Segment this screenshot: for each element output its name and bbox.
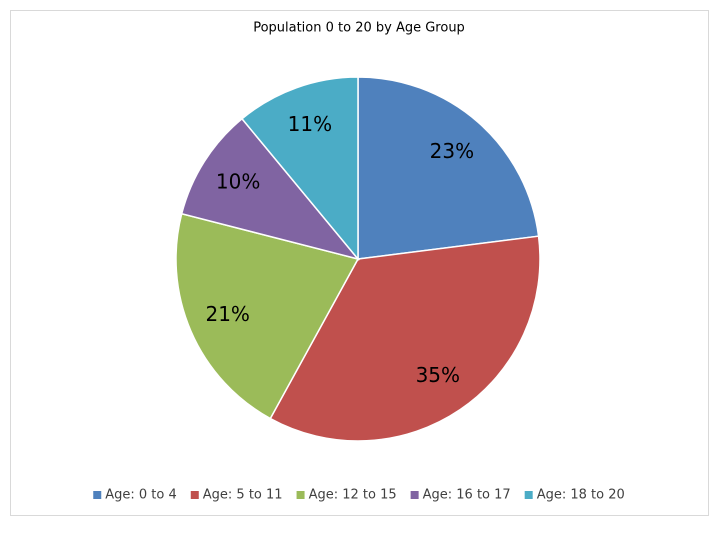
legend-label: Age: 16 to 17 xyxy=(423,488,511,503)
legend-label: Age: 12 to 15 xyxy=(309,488,397,503)
pie-slice xyxy=(240,76,359,262)
pie-slice xyxy=(269,235,541,442)
pie-slice xyxy=(175,212,360,420)
chart-title: Population 0 to 20 by Age Group xyxy=(253,21,465,36)
legend-swatch xyxy=(93,491,102,499)
data-label: 11% xyxy=(288,112,332,136)
legend-label: Age: 18 to 20 xyxy=(537,488,625,503)
legend-label: Age: 0 to 4 xyxy=(105,488,177,503)
legend-swatch xyxy=(524,491,533,499)
data-label: 35% xyxy=(416,363,460,387)
legend-label: Age: 5 to 11 xyxy=(203,488,283,503)
legend-swatch xyxy=(296,491,305,499)
legend-swatch xyxy=(190,491,199,499)
data-label: 21% xyxy=(205,302,249,326)
data-label: 23% xyxy=(430,139,474,163)
pie-slice xyxy=(180,117,361,261)
legend-swatch xyxy=(410,491,419,499)
pie-slice xyxy=(357,76,540,260)
data-label: 10% xyxy=(216,169,260,193)
